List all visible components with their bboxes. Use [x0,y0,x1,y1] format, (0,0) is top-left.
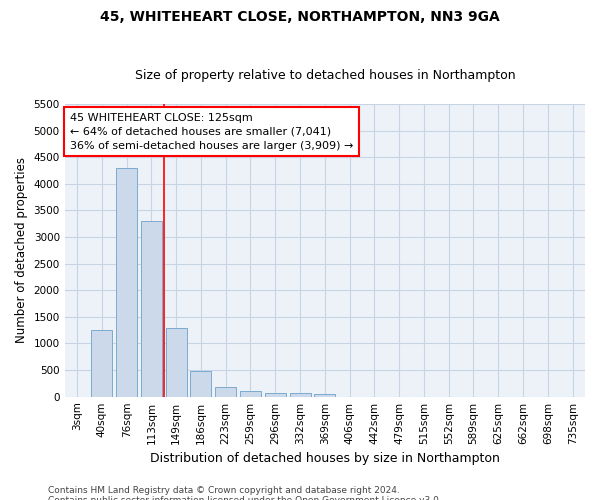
Bar [190,371,211,396]
Bar [141,221,162,396]
X-axis label: Distribution of detached houses by size in Northampton: Distribution of detached houses by size … [150,452,500,465]
Bar [240,392,261,396]
Bar [290,394,311,396]
Text: 45 WHITEHEART CLOSE: 125sqm
← 64% of detached houses are smaller (7,041)
36% of : 45 WHITEHEART CLOSE: 125sqm ← 64% of det… [70,113,353,151]
Text: Contains HM Land Registry data © Crown copyright and database right 2024.: Contains HM Land Registry data © Crown c… [48,486,400,495]
Bar [215,386,236,396]
Text: Contains public sector information licensed under the Open Government Licence v3: Contains public sector information licen… [48,496,442,500]
Bar [265,392,286,396]
Y-axis label: Number of detached properties: Number of detached properties [15,158,28,344]
Bar [314,394,335,396]
Bar [166,328,187,396]
Title: Size of property relative to detached houses in Northampton: Size of property relative to detached ho… [134,69,515,82]
Bar [91,330,112,396]
Text: 45, WHITEHEART CLOSE, NORTHAMPTON, NN3 9GA: 45, WHITEHEART CLOSE, NORTHAMPTON, NN3 9… [100,10,500,24]
Bar [116,168,137,396]
